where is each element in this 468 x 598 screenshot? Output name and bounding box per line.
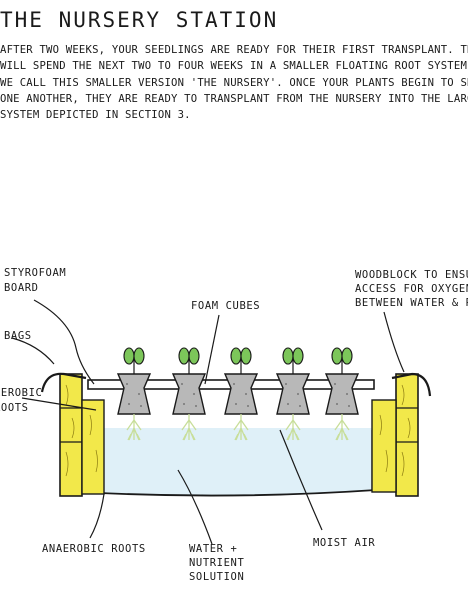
tank-bottom (79, 489, 377, 497)
foam-cube (223, 373, 259, 415)
leader-lines (11, 299, 405, 545)
leader-anaerobic (89, 493, 105, 539)
foam-cube (324, 373, 360, 415)
water-tank (84, 428, 372, 496)
leaf-icon (133, 347, 145, 365)
leader-moist-air (279, 429, 323, 531)
plant (171, 347, 207, 441)
foam-cube (171, 373, 207, 415)
paragraph-line: SYSTEM DEPICTED IN SECTION 3. (0, 109, 191, 122)
label-woodblock-line1: WOODBLOCK TO ENSURE (355, 269, 468, 281)
foam-cube (275, 373, 311, 415)
leaf-icon (240, 347, 252, 365)
label-moist-air: MOIST AIR (313, 537, 375, 549)
foam-cube (116, 373, 152, 415)
plant (275, 347, 311, 441)
label-styrofoam-line1: STYROFOAM (4, 267, 66, 279)
intro-paragraph: AFTER TWO WEEKS, YOUR SEEDLINGS ARE READ… (0, 42, 468, 123)
plant (223, 347, 259, 441)
wood-block-left (59, 373, 105, 497)
label-foam-cubes: FOAM CUBES (191, 300, 260, 312)
label-anaerobic-roots: ANAEROBIC ROOTS (42, 543, 146, 555)
label-bags: BAGS (4, 330, 32, 342)
label-aerobic-line1: AEROBIC (0, 387, 42, 399)
leaf-icon (341, 347, 353, 365)
leaf-icon (178, 347, 190, 365)
label-aerobic-line2: ROOTS (0, 402, 29, 414)
plant (116, 347, 152, 441)
leader-foam (204, 314, 220, 385)
leaf-icon (331, 347, 343, 365)
roots (181, 414, 197, 441)
paragraph-line: WILL SPEND THE NEXT TWO TO FOUR WEEKS IN… (0, 60, 468, 73)
label-woodblock-line3: BETWEEN WATER & R (355, 297, 468, 309)
leader-bags (11, 337, 55, 365)
leaf-icon (230, 347, 242, 365)
leaf-icon (292, 347, 304, 365)
roots (334, 414, 350, 441)
paragraph-line: WE CALL THIS SMALLER VERSION 'THE NURSER… (0, 76, 468, 89)
roots (233, 414, 249, 441)
paragraph-line: AFTER TWO WEEKS, YOUR SEEDLINGS ARE READ… (0, 44, 468, 56)
bag-edge-left (40, 372, 87, 393)
roots (285, 414, 301, 441)
plant (324, 347, 360, 441)
page-title: THE NURSERY STATION (0, 8, 279, 32)
leaf-icon (123, 347, 135, 365)
leaf-icon (188, 347, 200, 365)
leader-water (177, 469, 213, 545)
label-styrofoam-line2: BOARD (4, 282, 39, 294)
leaf-icon (282, 347, 294, 365)
label-water-line1: WATER + (189, 543, 237, 555)
leader-woodblock (383, 311, 405, 373)
wood-block-right (371, 373, 419, 497)
leader-styrofoam (33, 299, 95, 385)
bag-edge-right (391, 372, 432, 397)
paragraph-line: ONE ANOTHER, THEY ARE READY TO TRANSPLAN… (0, 92, 468, 105)
label-water-line2: NUTRIENT (189, 557, 244, 569)
label-woodblock-line2: ACCESS FOR OXYGEN (355, 283, 468, 295)
label-water-line3: SOLUTION (189, 571, 244, 583)
roots (126, 414, 142, 441)
leader-aerobic (21, 397, 97, 411)
